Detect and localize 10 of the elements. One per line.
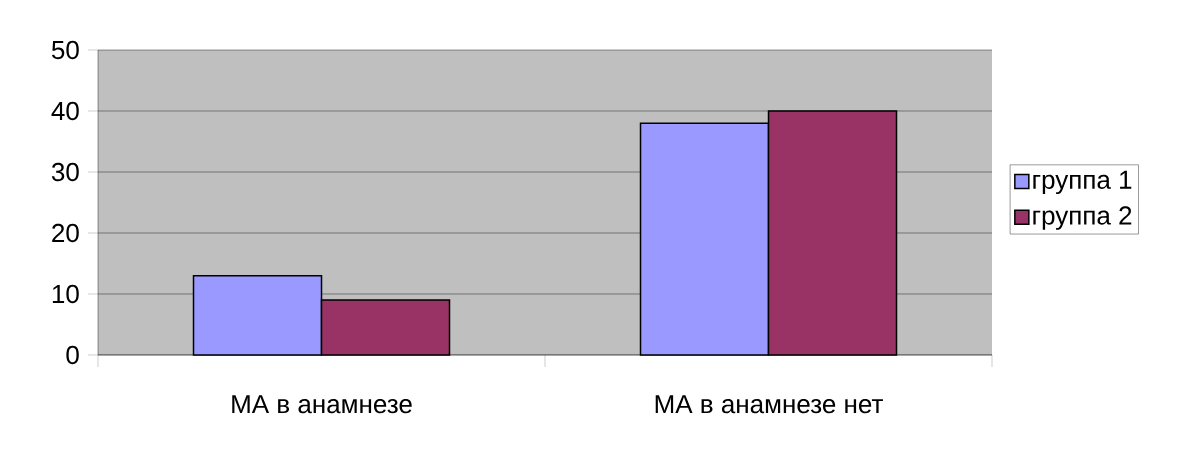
legend-label: группа 1 — [1033, 170, 1132, 195]
y-tick-label: 20 — [52, 223, 79, 243]
y-tick-label: 40 — [51, 101, 79, 121]
legend-label: группа 2 — [1033, 206, 1132, 230]
x-tick-label: МА в анамнезе нет — [655, 395, 883, 414]
x-tick-label: МА в анамнезе — [232, 395, 412, 414]
y-tick-label: 30 — [51, 162, 79, 182]
y-tick-label: 10 — [52, 284, 79, 304]
y-tick-label: 0 — [66, 345, 79, 365]
y-tick-label: 50 — [51, 40, 79, 60]
